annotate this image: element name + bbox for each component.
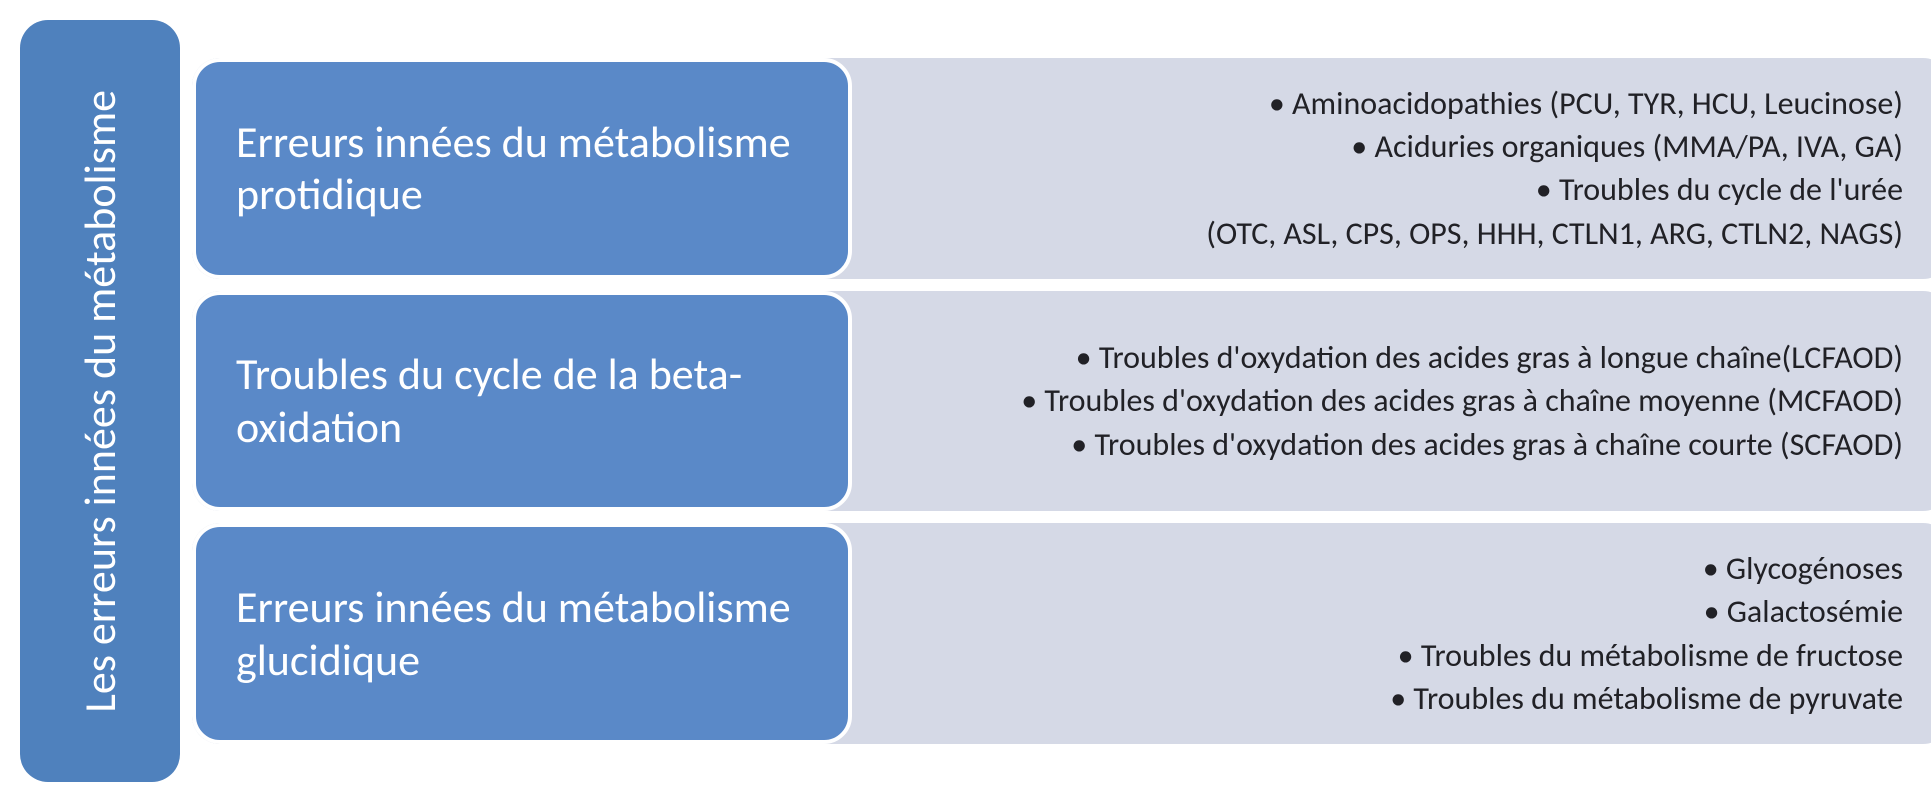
category-details: • Glycogénoses • Galactosémie • Troubles… — [852, 523, 1931, 744]
category-rows: Erreurs innées du métabolisme protidique… — [192, 20, 1931, 782]
category-details: • Troubles d'oxydation des acides gras à… — [852, 291, 1931, 512]
detail-line: (OTC, ASL, CPS, OPS, HHH, CTLN1, ARG, CT… — [1206, 212, 1903, 255]
category-row: Erreurs innées du métabolisme glucidique… — [192, 523, 1931, 744]
detail-line: • Troubles du cycle de l'urée — [1536, 168, 1903, 211]
detail-line: • Aciduries organiques (MMA/PA, IVA, GA) — [1351, 125, 1903, 168]
detail-line: • Troubles du métabolisme de fructose — [1398, 634, 1903, 677]
main-category-box: Les erreurs innées du métabolisme — [20, 20, 180, 782]
category-title: Erreurs innées du métabolisme glucidique — [192, 523, 852, 744]
detail-line: • Glycogénoses — [1703, 547, 1903, 590]
detail-line: • Troubles d'oxydation des acides gras à… — [1021, 379, 1903, 422]
category-title: Troubles du cycle de la beta-oxidation — [192, 291, 852, 512]
detail-line: • Troubles d'oxydation des acides gras à… — [1071, 423, 1903, 466]
detail-line: • Troubles du métabolisme de pyruvate — [1390, 677, 1903, 720]
detail-line: • Troubles d'oxydation des acides gras à… — [1076, 336, 1903, 379]
metabolism-diagram: Les erreurs innées du métabolisme Erreur… — [20, 20, 1931, 782]
detail-line: • Aminoacidopathies (PCU, TYR, HCU, Leuc… — [1269, 82, 1903, 125]
category-details: • Aminoacidopathies (PCU, TYR, HCU, Leuc… — [852, 58, 1931, 279]
category-row: Erreurs innées du métabolisme protidique… — [192, 58, 1931, 279]
detail-line: • Galactosémie — [1704, 590, 1903, 633]
category-title: Erreurs innées du métabolisme protidique — [192, 58, 852, 279]
category-row: Troubles du cycle de la beta-oxidation •… — [192, 291, 1931, 512]
main-category-label: Les erreurs innées du métabolisme — [75, 90, 126, 713]
